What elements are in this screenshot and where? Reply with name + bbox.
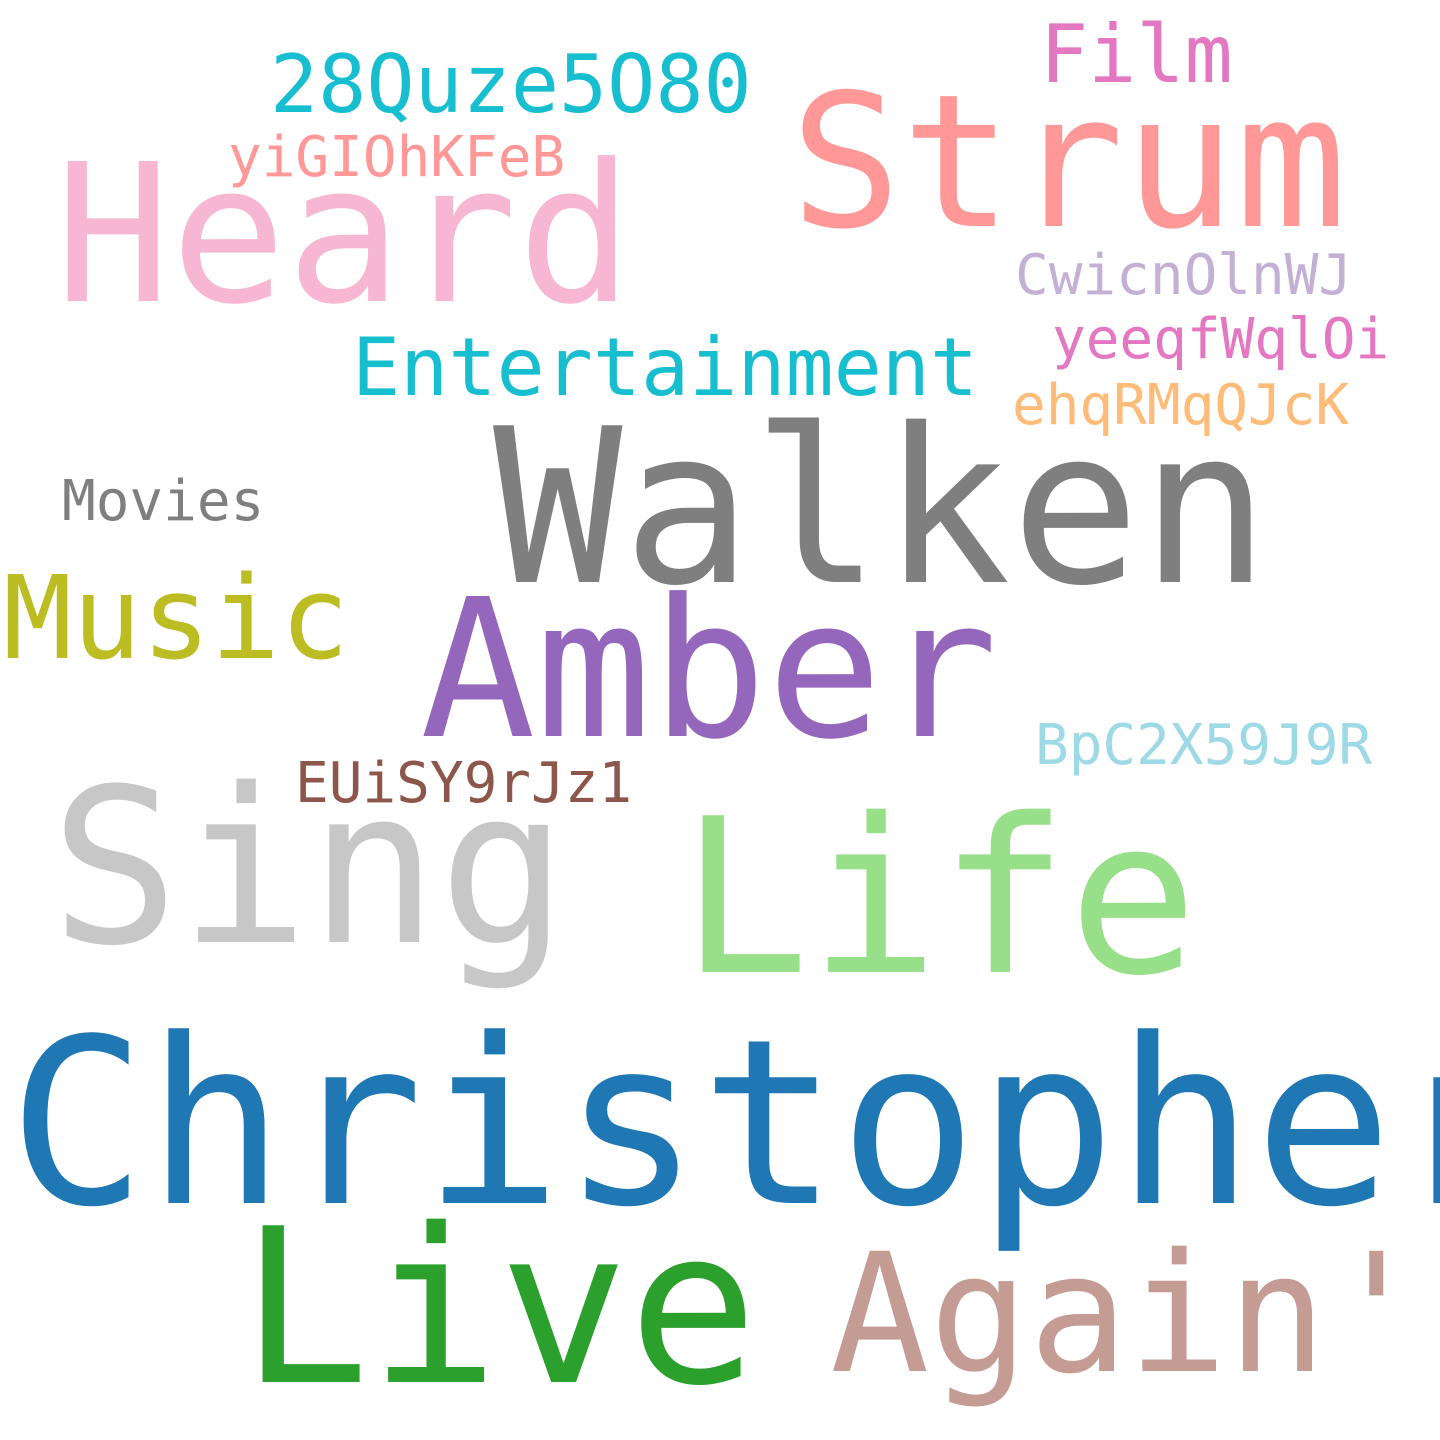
word-movies: Movies [62, 469, 265, 534]
word-again: Again' [830, 1218, 1427, 1410]
word-walken: Walken [493, 382, 1270, 633]
word-entertainment: Entertainment [352, 321, 979, 414]
word-yigiohkfeb: yiGIOhKFeB [228, 125, 566, 190]
word-christopher: Christopher [8, 991, 1440, 1258]
word-heard: Heard [55, 124, 633, 347]
word-bpc2x59j9r: BpC2X59J9R [1035, 713, 1373, 778]
word-film: Film [1040, 8, 1233, 101]
word-amber: Amber [420, 559, 998, 782]
word-cwicnolnwj: CwicnOlnWJ [1015, 243, 1353, 308]
word-live: Live [240, 1182, 758, 1433]
word-life: Life [680, 772, 1198, 1023]
word-28quze5o80: 28Quze5O80 [270, 38, 752, 131]
word-strum: Strum [790, 54, 1347, 270]
word-yeeqfwqloi: yeeqfWqlOi [1052, 307, 1390, 372]
word-sing: Sing [50, 742, 568, 993]
word-music: Music [3, 552, 350, 686]
word-euisy9rjz1: EUiSY9rJz1 [295, 751, 633, 816]
word-ehqrmqqjck: ehqRMqQJcK [1012, 373, 1350, 438]
